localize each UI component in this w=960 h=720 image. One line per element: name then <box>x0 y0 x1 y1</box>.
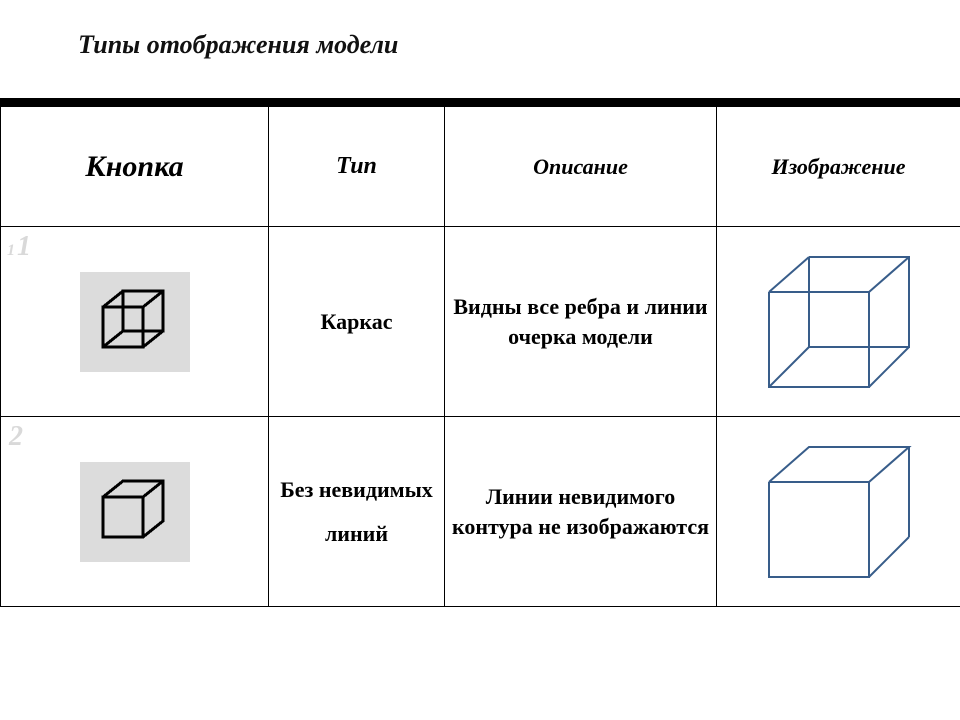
button-cell: 11 <box>1 227 269 417</box>
image-cell <box>717 417 960 607</box>
cube-all-edges-icon <box>754 247 924 397</box>
desc-cell: Видны все ребра и линии очерка модели <box>445 227 717 417</box>
button-cell: 2 <box>1 417 269 607</box>
wireframe-all-icon <box>80 272 190 372</box>
wireframe-hidden-icon <box>80 462 190 562</box>
table-row: 11 <box>1 227 960 417</box>
col-header-button: Кнопка <box>1 107 269 227</box>
image-cell <box>717 227 960 417</box>
col-header-type: Тип <box>269 107 445 227</box>
type-cell: Без невидимых линий <box>269 417 445 607</box>
top-rule <box>0 98 960 106</box>
type-cell: Каркас <box>269 227 445 417</box>
page-title: Типы отображения модели <box>78 30 398 60</box>
display-types-table: Кнопка Тип Описание Изображение 11 <box>0 106 960 607</box>
table-header-row: Кнопка Тип Описание Изображение <box>1 107 960 227</box>
row-number: 2 <box>7 421 23 453</box>
col-header-image: Изображение <box>717 107 960 227</box>
desc-cell: Линии невидимого контура не изображаются <box>445 417 717 607</box>
col-header-desc: Описание <box>445 107 717 227</box>
table-row: 2 Без невидимых линий Линии невидим <box>1 417 960 607</box>
row-number: 11 <box>7 231 31 263</box>
cube-visible-edges-icon <box>754 437 924 587</box>
